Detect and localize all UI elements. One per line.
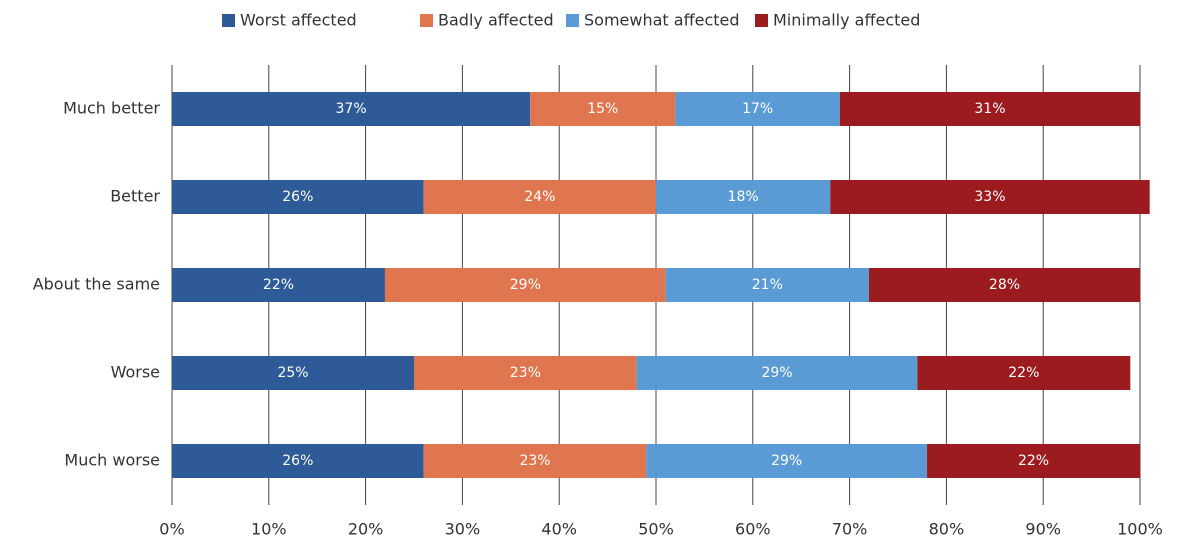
x-tick-label: 10%	[251, 520, 287, 539]
bar-segment	[830, 180, 1150, 214]
data-label: 23%	[519, 453, 550, 469]
data-label: 18%	[728, 189, 759, 205]
x-tick-label: 100%	[1117, 520, 1163, 539]
legend-label: Somewhat affected	[584, 11, 740, 30]
bar-segment	[423, 180, 656, 214]
bar-segment	[839, 92, 1140, 126]
x-tick-label: 60%	[735, 520, 771, 539]
data-label: 29%	[771, 453, 802, 469]
bar-segment	[636, 356, 918, 390]
y-tick-label: Worse	[111, 363, 160, 382]
data-label: 28%	[989, 277, 1020, 293]
data-label: 37%	[336, 101, 367, 117]
bar-segment	[868, 268, 1140, 302]
data-label: 26%	[282, 453, 313, 469]
bar-segment	[172, 356, 414, 390]
bar-segment	[656, 180, 831, 214]
data-label: 23%	[510, 365, 541, 381]
data-label: 33%	[974, 189, 1005, 205]
data-label: 26%	[282, 189, 313, 205]
data-label: 21%	[752, 277, 783, 293]
data-label: 24%	[524, 189, 555, 205]
legend-swatch	[566, 14, 579, 27]
bar-segment	[414, 356, 637, 390]
x-tick-label: 80%	[929, 520, 965, 539]
x-tick-label: 40%	[541, 520, 577, 539]
bar-segment	[172, 180, 424, 214]
bar-segment	[423, 444, 647, 478]
bar-segment	[172, 444, 424, 478]
bar-segment	[917, 356, 1131, 390]
data-label: 22%	[1008, 365, 1039, 381]
legend-label: Worst affected	[240, 11, 357, 30]
legend-swatch	[755, 14, 768, 27]
legend-swatch	[222, 14, 235, 27]
bar-segment	[665, 268, 869, 302]
bar-segment	[530, 92, 676, 126]
legend-label: Badly affected	[438, 11, 554, 30]
y-tick-label: Much better	[63, 99, 160, 118]
x-tick-label: 20%	[348, 520, 384, 539]
x-tick-label: 90%	[1025, 520, 1061, 539]
bar-segment	[646, 444, 928, 478]
bar-segment	[384, 268, 666, 302]
data-label: 29%	[510, 277, 541, 293]
data-label: 17%	[742, 101, 773, 117]
legend-swatch	[420, 14, 433, 27]
x-tick-label: 50%	[638, 520, 674, 539]
bar-segment	[927, 444, 1140, 478]
x-tick-label: 0%	[159, 520, 184, 539]
y-tick-label: Better	[110, 187, 160, 206]
data-label: 31%	[974, 101, 1005, 117]
x-tick-label: 70%	[832, 520, 868, 539]
data-label: 29%	[761, 365, 792, 381]
bar-segment	[675, 92, 840, 126]
data-label: 25%	[277, 365, 308, 381]
x-tick-label: 30%	[445, 520, 481, 539]
data-label: 22%	[1018, 453, 1049, 469]
data-label: 15%	[587, 101, 618, 117]
bar-segment	[172, 92, 531, 126]
bar-segment	[172, 268, 385, 302]
y-tick-label: Much worse	[64, 451, 160, 470]
legend-label: Minimally affected	[773, 11, 920, 30]
y-tick-label: About the same	[33, 275, 160, 294]
data-label: 22%	[263, 277, 294, 293]
